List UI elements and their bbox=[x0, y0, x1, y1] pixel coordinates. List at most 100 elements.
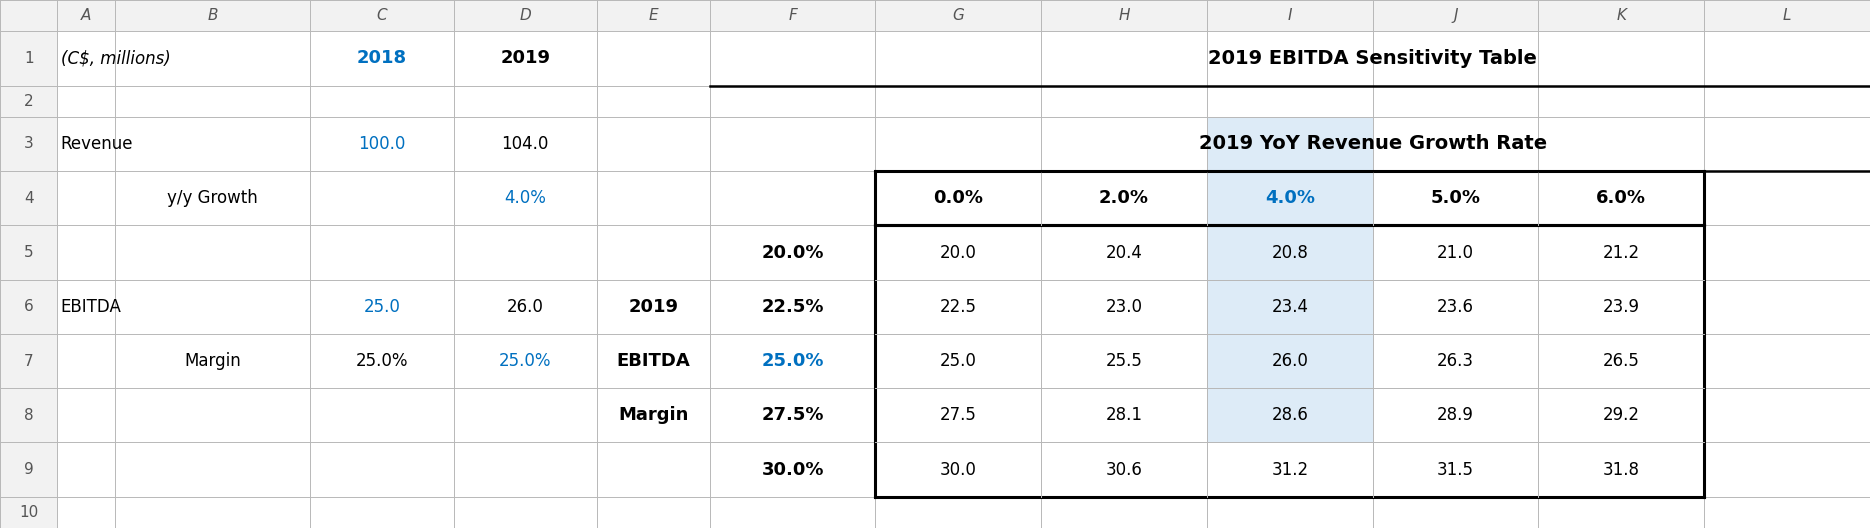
Text: 28.6: 28.6 bbox=[1272, 407, 1309, 425]
Bar bbox=[0, 0, 58, 31]
Bar bbox=[711, 0, 875, 31]
Text: (C$, millions): (C$, millions) bbox=[60, 50, 170, 68]
Text: 1: 1 bbox=[24, 51, 34, 66]
Text: 21.0: 21.0 bbox=[1438, 243, 1474, 261]
Text: EBITDA: EBITDA bbox=[60, 298, 122, 316]
Text: 2018: 2018 bbox=[357, 50, 408, 68]
Bar bbox=[1206, 280, 1373, 334]
Text: F: F bbox=[789, 8, 797, 23]
Text: 20.8: 20.8 bbox=[1272, 243, 1309, 261]
Text: L: L bbox=[1782, 8, 1791, 23]
Text: 20.0%: 20.0% bbox=[761, 243, 825, 261]
Text: 2019 EBITDA Sensitivity Table: 2019 EBITDA Sensitivity Table bbox=[1208, 49, 1537, 68]
Bar bbox=[58, 0, 114, 31]
Text: 23.6: 23.6 bbox=[1438, 298, 1474, 316]
Text: 30.0: 30.0 bbox=[941, 460, 976, 478]
Text: I: I bbox=[1288, 8, 1292, 23]
Text: 23.4: 23.4 bbox=[1272, 298, 1309, 316]
Bar bbox=[0, 31, 58, 86]
Bar bbox=[0, 225, 58, 280]
Text: Margin: Margin bbox=[617, 407, 688, 425]
Bar bbox=[875, 0, 1042, 31]
Text: 9: 9 bbox=[24, 462, 34, 477]
Text: 2019 YoY Revenue Growth Rate: 2019 YoY Revenue Growth Rate bbox=[1199, 135, 1546, 154]
Bar bbox=[1704, 0, 1870, 31]
Bar bbox=[114, 0, 310, 31]
Text: 8: 8 bbox=[24, 408, 34, 423]
Text: 23.9: 23.9 bbox=[1603, 298, 1640, 316]
Bar bbox=[0, 117, 58, 171]
Bar bbox=[1206, 388, 1373, 442]
Text: 28.9: 28.9 bbox=[1438, 407, 1474, 425]
Text: 2019: 2019 bbox=[499, 50, 550, 68]
Text: 5.0%: 5.0% bbox=[1431, 189, 1481, 208]
Bar bbox=[310, 0, 454, 31]
Text: 23.0: 23.0 bbox=[1105, 298, 1143, 316]
Text: 10: 10 bbox=[19, 505, 37, 520]
Text: 25.0%: 25.0% bbox=[761, 352, 825, 370]
Text: 100.0: 100.0 bbox=[359, 135, 406, 153]
Text: 28.1: 28.1 bbox=[1105, 407, 1143, 425]
Bar bbox=[0, 388, 58, 442]
Bar bbox=[0, 442, 58, 497]
Text: 3: 3 bbox=[24, 137, 34, 152]
Text: 5: 5 bbox=[24, 245, 34, 260]
Bar bbox=[0, 0, 58, 31]
Text: 22.5%: 22.5% bbox=[761, 298, 825, 316]
Text: 6: 6 bbox=[24, 299, 34, 314]
Text: 4.0%: 4.0% bbox=[505, 189, 546, 208]
Text: 2: 2 bbox=[24, 93, 34, 109]
Text: 26.3: 26.3 bbox=[1438, 352, 1474, 370]
Text: 26.5: 26.5 bbox=[1603, 352, 1640, 370]
Text: 25.5: 25.5 bbox=[1105, 352, 1143, 370]
Text: A: A bbox=[80, 8, 92, 23]
Text: 2.0%: 2.0% bbox=[1100, 189, 1148, 208]
Text: 26.0: 26.0 bbox=[507, 298, 544, 316]
Bar bbox=[1206, 171, 1373, 225]
Text: H: H bbox=[1118, 8, 1129, 23]
Text: Margin: Margin bbox=[183, 352, 241, 370]
Text: 20.4: 20.4 bbox=[1105, 243, 1143, 261]
Bar bbox=[0, 171, 58, 225]
Text: 31.2: 31.2 bbox=[1272, 460, 1309, 478]
Text: y/y Growth: y/y Growth bbox=[166, 189, 258, 208]
Text: 7: 7 bbox=[24, 354, 34, 369]
Text: 27.5: 27.5 bbox=[941, 407, 976, 425]
Bar bbox=[1206, 0, 1373, 31]
Text: 20.0: 20.0 bbox=[941, 243, 976, 261]
Text: 27.5%: 27.5% bbox=[761, 407, 825, 425]
Bar bbox=[1042, 0, 1206, 31]
Text: 29.2: 29.2 bbox=[1603, 407, 1640, 425]
Text: 21.2: 21.2 bbox=[1603, 243, 1640, 261]
Bar bbox=[1373, 0, 1539, 31]
Text: B: B bbox=[208, 8, 217, 23]
Text: 25.0%: 25.0% bbox=[355, 352, 408, 370]
Text: 104.0: 104.0 bbox=[501, 135, 548, 153]
Text: 30.6: 30.6 bbox=[1105, 460, 1143, 478]
Text: J: J bbox=[1453, 8, 1459, 23]
Text: E: E bbox=[649, 8, 658, 23]
Bar bbox=[1206, 225, 1373, 280]
Text: 31.5: 31.5 bbox=[1438, 460, 1474, 478]
Bar bbox=[597, 0, 711, 31]
Text: 4.0%: 4.0% bbox=[1264, 189, 1315, 208]
Text: 25.0%: 25.0% bbox=[499, 352, 552, 370]
Bar bbox=[1206, 334, 1373, 388]
Text: G: G bbox=[952, 8, 965, 23]
Text: 4: 4 bbox=[24, 191, 34, 206]
Bar bbox=[1206, 117, 1373, 171]
Text: 22.5: 22.5 bbox=[941, 298, 976, 316]
Text: 25.0: 25.0 bbox=[363, 298, 400, 316]
Text: C: C bbox=[376, 8, 387, 23]
Text: 30.0%: 30.0% bbox=[761, 460, 825, 478]
Bar bbox=[0, 334, 58, 388]
Bar bbox=[454, 0, 597, 31]
Text: 6.0%: 6.0% bbox=[1597, 189, 1646, 208]
Text: 25.0: 25.0 bbox=[941, 352, 976, 370]
Text: 0.0%: 0.0% bbox=[933, 189, 984, 208]
Text: D: D bbox=[520, 8, 531, 23]
Text: EBITDA: EBITDA bbox=[617, 352, 690, 370]
Text: 2019: 2019 bbox=[628, 298, 679, 316]
Text: K: K bbox=[1616, 8, 1627, 23]
Text: 31.8: 31.8 bbox=[1603, 460, 1640, 478]
